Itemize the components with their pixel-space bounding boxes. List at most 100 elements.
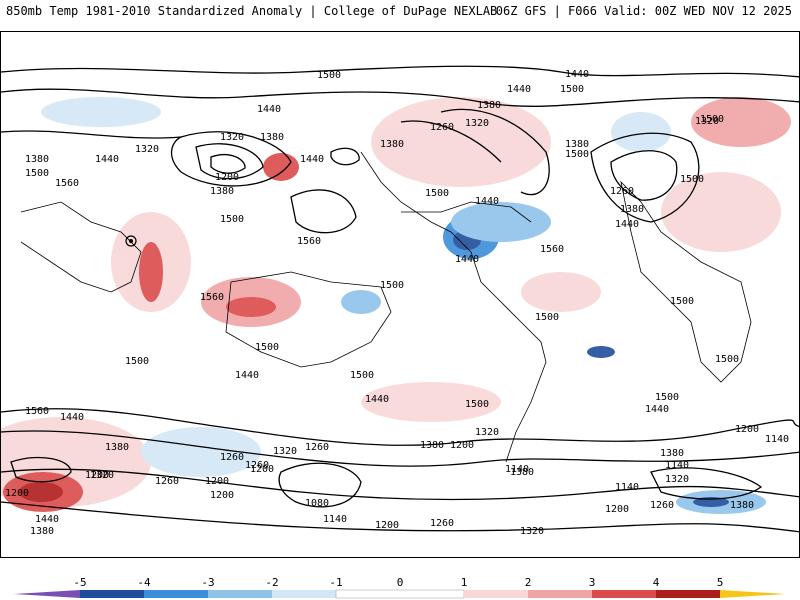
contour-label: 1500 bbox=[255, 342, 279, 353]
colorbar-segment bbox=[335, 589, 465, 599]
contour-label: 1140 bbox=[323, 514, 347, 525]
contour-label: 1560 bbox=[200, 292, 224, 303]
map-title: 850mb Temp 1981-2010 Standardized Anomal… bbox=[6, 4, 498, 18]
colorbar-tick-label: 4 bbox=[653, 576, 660, 589]
contour-label: 1560 bbox=[540, 244, 564, 255]
contour-label: 1260 bbox=[650, 500, 674, 511]
contour-label: 1320 bbox=[475, 427, 499, 438]
contour-label: 1560 bbox=[55, 178, 79, 189]
height-contours bbox=[1, 65, 799, 533]
colorbar-segment bbox=[272, 590, 336, 598]
contour-label: 1560 bbox=[297, 236, 321, 247]
contour-label: 1260 bbox=[245, 460, 269, 471]
contour-label: 1500 bbox=[465, 399, 489, 410]
contour-label: 1440 bbox=[235, 370, 259, 381]
colorbar-canvas: -5 -4 -3 -2 -1 0 1 2 3 4 5 bbox=[14, 576, 786, 599]
contour-label: 1320 bbox=[90, 470, 114, 481]
contour-label: 1380 bbox=[620, 204, 644, 215]
colorbar-tick-label: -3 bbox=[201, 576, 214, 589]
contour-label: 1500 bbox=[125, 356, 149, 367]
contour-label: 1200 bbox=[85, 470, 109, 481]
contour-label: 1380 bbox=[420, 440, 444, 451]
contour-label: 1380 bbox=[25, 154, 49, 165]
contour-label: 1500 bbox=[380, 280, 404, 291]
colorbar-segment bbox=[656, 590, 720, 598]
contour-label: 1440 bbox=[645, 404, 669, 415]
contour-label: 1200 bbox=[205, 476, 229, 487]
contour-label: 1200 bbox=[375, 520, 399, 531]
contour-label: 1440 bbox=[507, 84, 531, 95]
colorbar: -5 -4 -3 -2 -1 0 1 2 3 4 5 bbox=[0, 572, 800, 600]
colorbar-segment bbox=[528, 590, 592, 598]
location-marker bbox=[125, 235, 137, 247]
colorbar-segment bbox=[464, 590, 528, 598]
colorbar-tick-label: 2 bbox=[525, 576, 532, 589]
contour-label: 1500 bbox=[425, 188, 449, 199]
contour-label: 1380 bbox=[105, 442, 129, 453]
contour-label: 1500 bbox=[560, 84, 584, 95]
contour-label: 1320 bbox=[273, 446, 297, 457]
colorbar-segment bbox=[208, 590, 272, 598]
colorbar-segment bbox=[80, 590, 144, 598]
contour-label: 1140 bbox=[765, 434, 789, 445]
contour-label: 1380 bbox=[380, 139, 404, 150]
contour-label: 1500 bbox=[317, 70, 341, 81]
contour-label: 1440 bbox=[35, 514, 59, 525]
contour-label: 1260 bbox=[220, 452, 244, 463]
colorbar-tick-label: 0 bbox=[397, 576, 404, 589]
contour-label: 1500 bbox=[220, 214, 244, 225]
contour-label: 1440 bbox=[475, 196, 499, 207]
contour-label: 1380 bbox=[477, 100, 501, 111]
contour-label: 1380 bbox=[210, 186, 234, 197]
contour-label: 1200 bbox=[5, 488, 29, 499]
contour-label: 1260 bbox=[155, 476, 179, 487]
contour-label: 1500 bbox=[565, 149, 589, 160]
contour-label: 1140 bbox=[615, 482, 639, 493]
colorbar-tick-label: -2 bbox=[265, 576, 278, 589]
contour-label: 1200 bbox=[210, 490, 234, 501]
contour-label: 1080 bbox=[305, 498, 329, 509]
contour-label: 1440 bbox=[615, 219, 639, 230]
contour-label: 1440 bbox=[60, 412, 84, 423]
colorbar-cap-low bbox=[14, 590, 80, 598]
contour-label: 1380 bbox=[30, 526, 54, 537]
contour-label: 1440 bbox=[257, 104, 281, 115]
contour-label: 1500 bbox=[715, 354, 739, 365]
contour-labels: 1500 1440 1440 1380 1320 1380 1500 1440 … bbox=[5, 69, 789, 537]
contour-label: 1500 bbox=[535, 312, 559, 323]
contour-label: 1440 bbox=[300, 154, 324, 165]
contour-label: 1380 bbox=[730, 500, 754, 511]
contour-label: 1500 bbox=[700, 114, 724, 125]
contour-label: 1200 bbox=[215, 172, 239, 183]
contour-label: 1380 bbox=[660, 448, 684, 459]
contour-label: 1260 bbox=[430, 122, 454, 133]
colorbar-segment bbox=[144, 590, 208, 598]
map-canvas: 1500 1440 1440 1380 1320 1380 1500 1440 … bbox=[1, 65, 799, 537]
colorbar-tick-label: 5 bbox=[717, 576, 724, 589]
colorbar-segment bbox=[592, 590, 656, 598]
contour-label: 1500 bbox=[680, 174, 704, 185]
contour-label: 1500 bbox=[350, 370, 374, 381]
contour-label: 1440 bbox=[95, 154, 119, 165]
contour-label: 1320 bbox=[135, 144, 159, 155]
colorbar-tick-label: -5 bbox=[73, 576, 86, 589]
contour-label: 1320 bbox=[520, 526, 544, 537]
anomaly-map[interactable]: 1500 1440 1440 1380 1320 1380 1500 1440 … bbox=[0, 31, 800, 558]
contour-label: 1260 bbox=[305, 442, 329, 453]
contour-label: 1560 bbox=[25, 406, 49, 417]
contour-label: 1320 bbox=[695, 116, 719, 127]
contour-label: 1200 bbox=[250, 464, 274, 475]
contour-label: 1320 bbox=[665, 474, 689, 485]
coastlines bbox=[20, 151, 752, 463]
contour-label: 1380 bbox=[510, 467, 534, 478]
contour-label: 1140 bbox=[665, 460, 689, 471]
contour-label: 1320 bbox=[220, 132, 244, 143]
contour-label: 1440 bbox=[565, 69, 589, 80]
contour-label: 1200 bbox=[605, 504, 629, 515]
colorbar-cap-high bbox=[720, 590, 786, 598]
contour-label: 1260 bbox=[430, 518, 454, 529]
contour-label: 1140 bbox=[505, 464, 529, 475]
contour-label: 1200 bbox=[450, 440, 474, 451]
contour-label: 1500 bbox=[670, 296, 694, 307]
contour-label: 1380 bbox=[565, 139, 589, 150]
